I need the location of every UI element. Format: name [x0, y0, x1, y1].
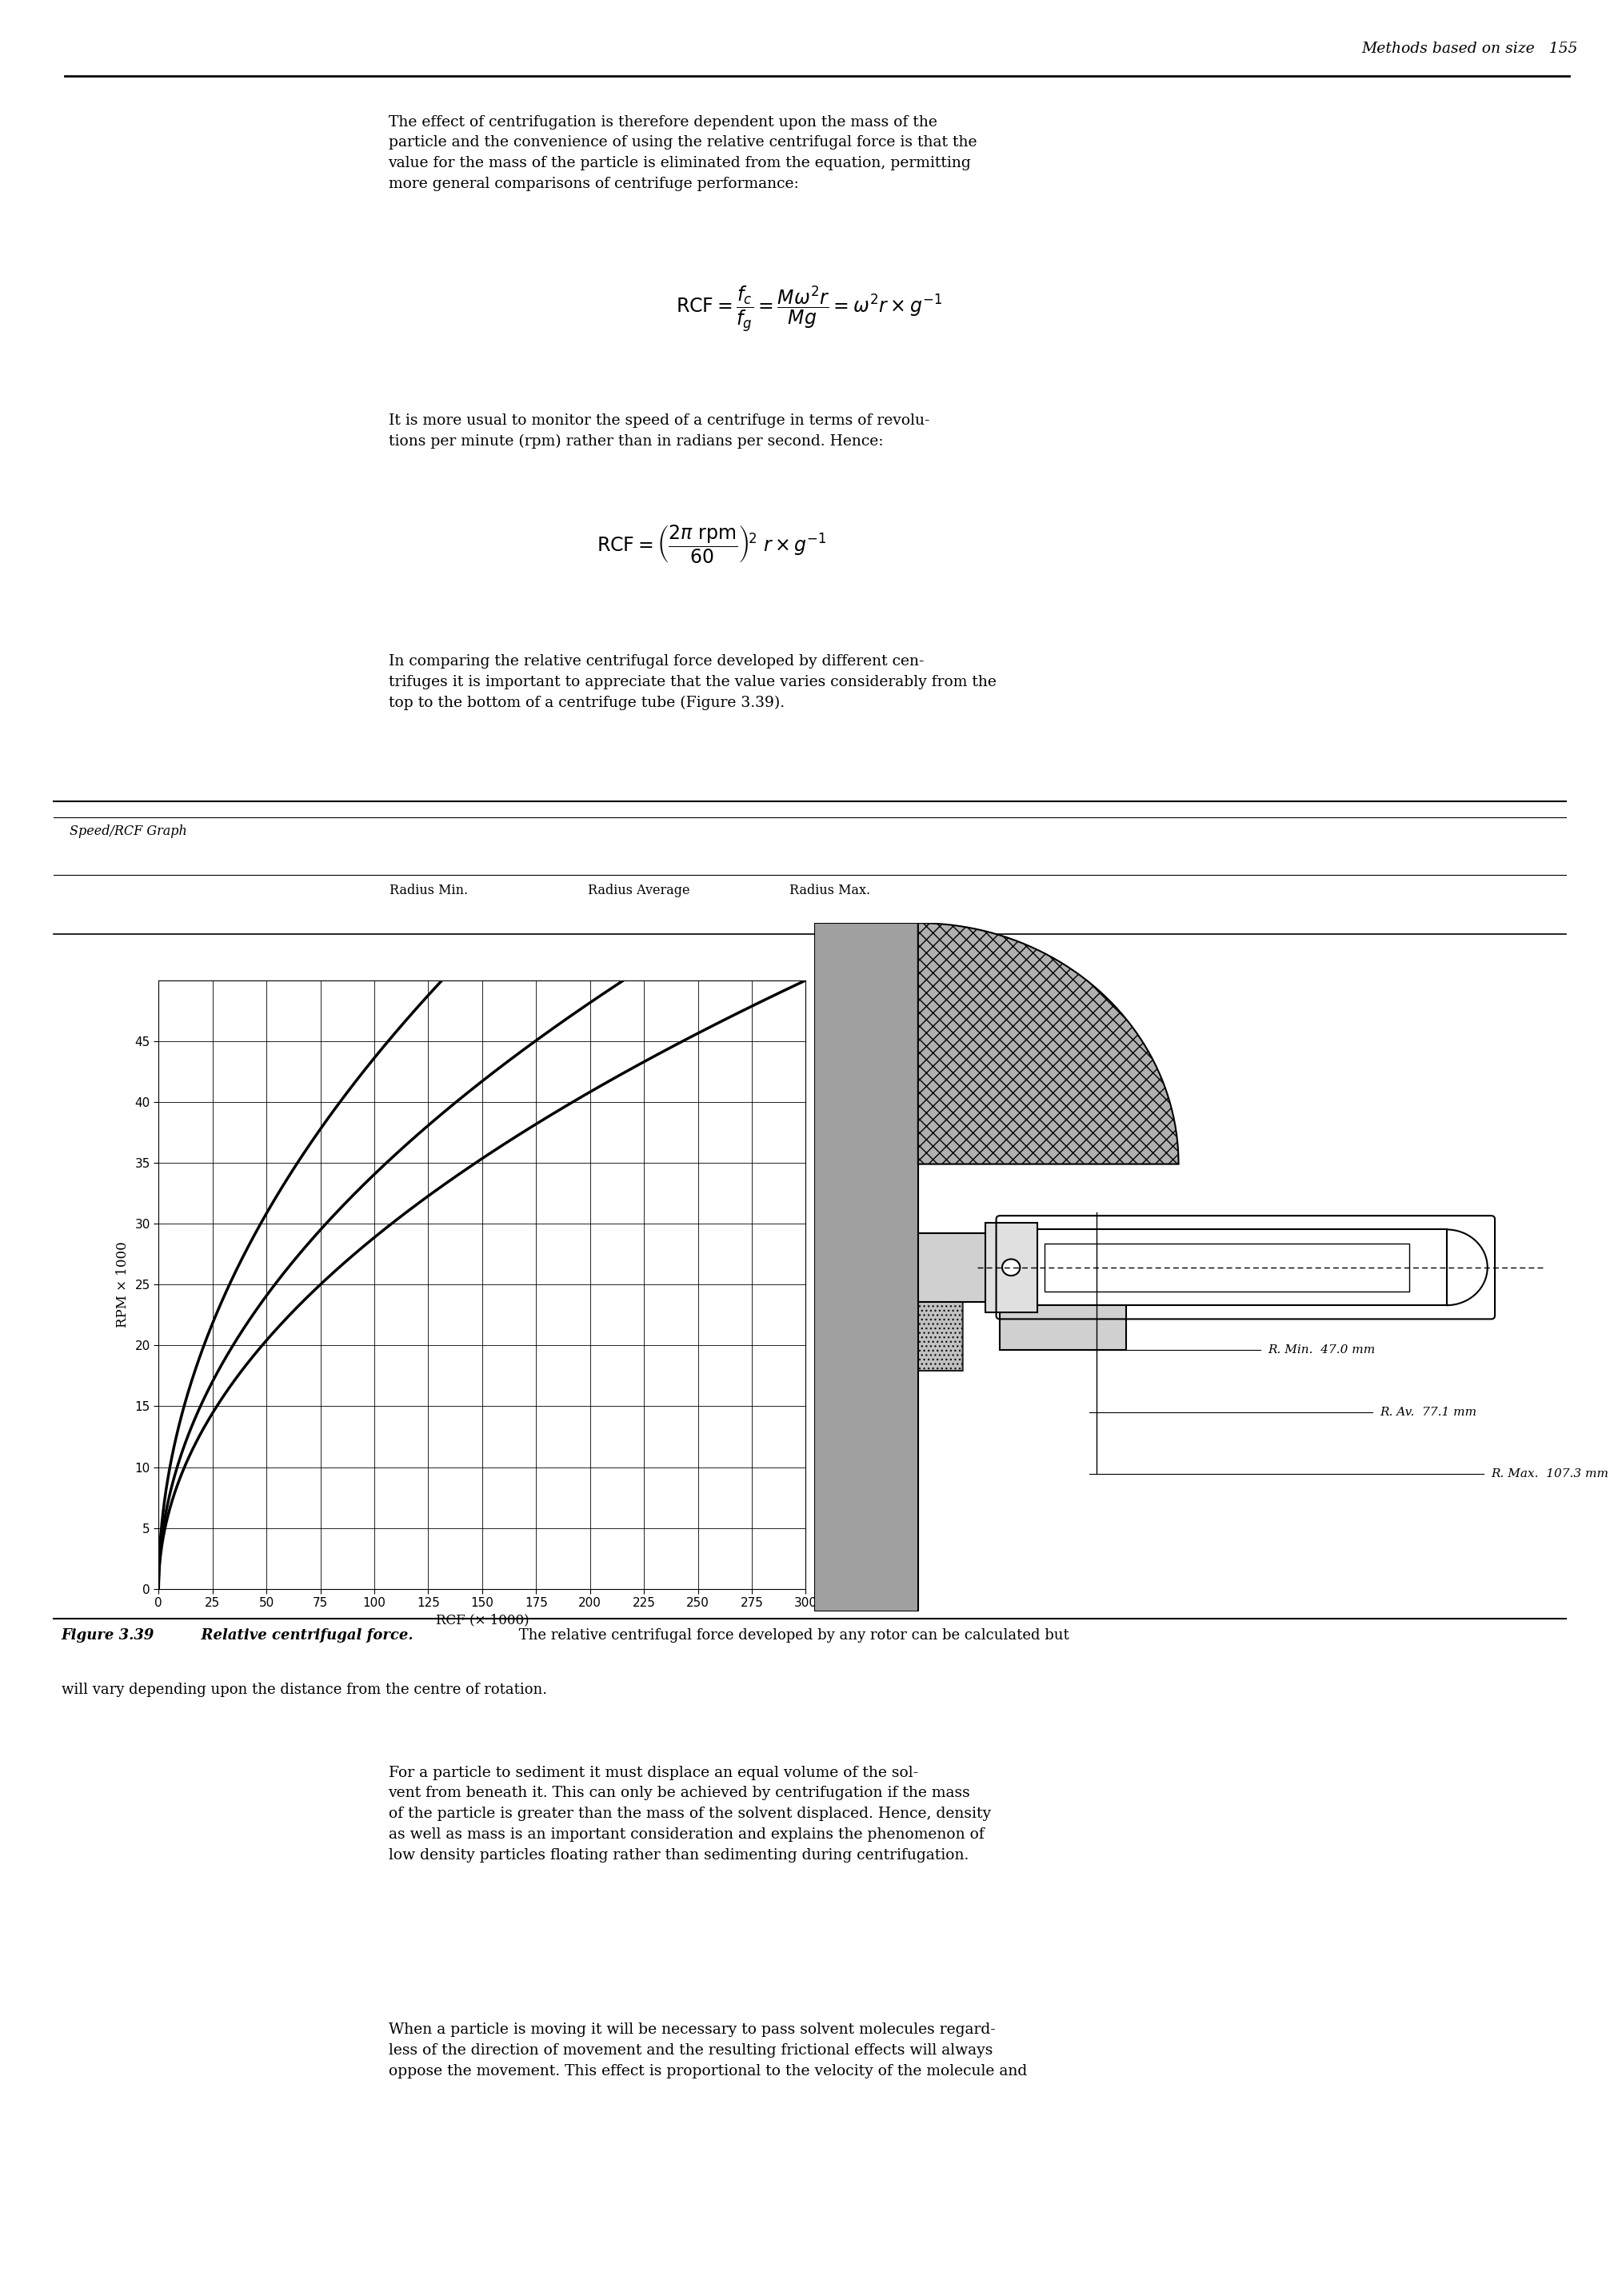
Y-axis label: RPM × 1000: RPM × 1000	[115, 1242, 129, 1327]
Text: R. Av.  77.1 mm: R. Av. 77.1 mm	[1380, 1407, 1476, 1417]
Text: Methods based on size   155: Methods based on size 155	[1361, 41, 1578, 55]
Text: Radius Average: Radius Average	[587, 884, 691, 898]
Text: It is more usual to monitor the speed of a centrifuge in terms of revolu-
tions : It is more usual to monitor the speed of…	[388, 413, 929, 448]
Polygon shape	[814, 923, 963, 1598]
Text: Radius Min.: Radius Min.	[390, 884, 468, 898]
Polygon shape	[917, 1233, 1149, 1302]
Text: For a particle to sediment it must displace an equal volume of the sol-
vent fro: For a particle to sediment it must displ…	[388, 1766, 990, 1862]
Polygon shape	[1000, 1302, 1126, 1350]
Text: When a particle is moving it will be necessary to pass solvent molecules regard-: When a particle is moving it will be nec…	[388, 2023, 1027, 2078]
Polygon shape	[917, 923, 1178, 1164]
Text: Radius Max.: Radius Max.	[790, 884, 870, 898]
Text: The effect of centrifugation is therefore dependent upon the mass of the
particl: The effect of centrifugation is therefor…	[388, 115, 977, 191]
Text: Relative centrifugal force.: Relative centrifugal force.	[191, 1628, 413, 1642]
Text: will vary depending upon the distance from the centre of rotation.: will vary depending upon the distance fr…	[61, 1683, 547, 1697]
X-axis label: RCF (× 1000): RCF (× 1000)	[435, 1614, 529, 1628]
Circle shape	[1002, 1258, 1019, 1277]
Text: $\mathrm{RCF} = \dfrac{f_c}{f_g} = \dfrac{M\omega^2 r}{Mg} = \omega^2 r \times g: $\mathrm{RCF} = \dfrac{f_c}{f_g} = \dfra…	[676, 285, 942, 335]
Text: $\mathrm{RCF} = \left(\dfrac{2\pi\ \mathrm{rpm}}{60}\right)^{\!2}\ r \times g^{-: $\mathrm{RCF} = \left(\dfrac{2\pi\ \math…	[597, 523, 827, 565]
Polygon shape	[814, 923, 903, 1612]
Text: R. Max.  107.3 mm: R. Max. 107.3 mm	[1492, 1469, 1608, 1479]
Text: The relative centrifugal force developed by any rotor can be calculated but: The relative centrifugal force developed…	[515, 1628, 1069, 1642]
Text: In comparing the relative centrifugal force developed by different cen-
trifuges: In comparing the relative centrifugal fo…	[388, 654, 997, 709]
Bar	[1023, 1228, 1446, 1304]
Text: Speed/RCF Graph: Speed/RCF Graph	[70, 824, 188, 838]
Bar	[985, 1221, 1037, 1311]
Bar	[1045, 1244, 1409, 1290]
Text: Figure 3.39: Figure 3.39	[61, 1628, 155, 1642]
Polygon shape	[814, 923, 917, 1612]
Text: R. Min.  47.0 mm: R. Min. 47.0 mm	[1269, 1345, 1375, 1355]
